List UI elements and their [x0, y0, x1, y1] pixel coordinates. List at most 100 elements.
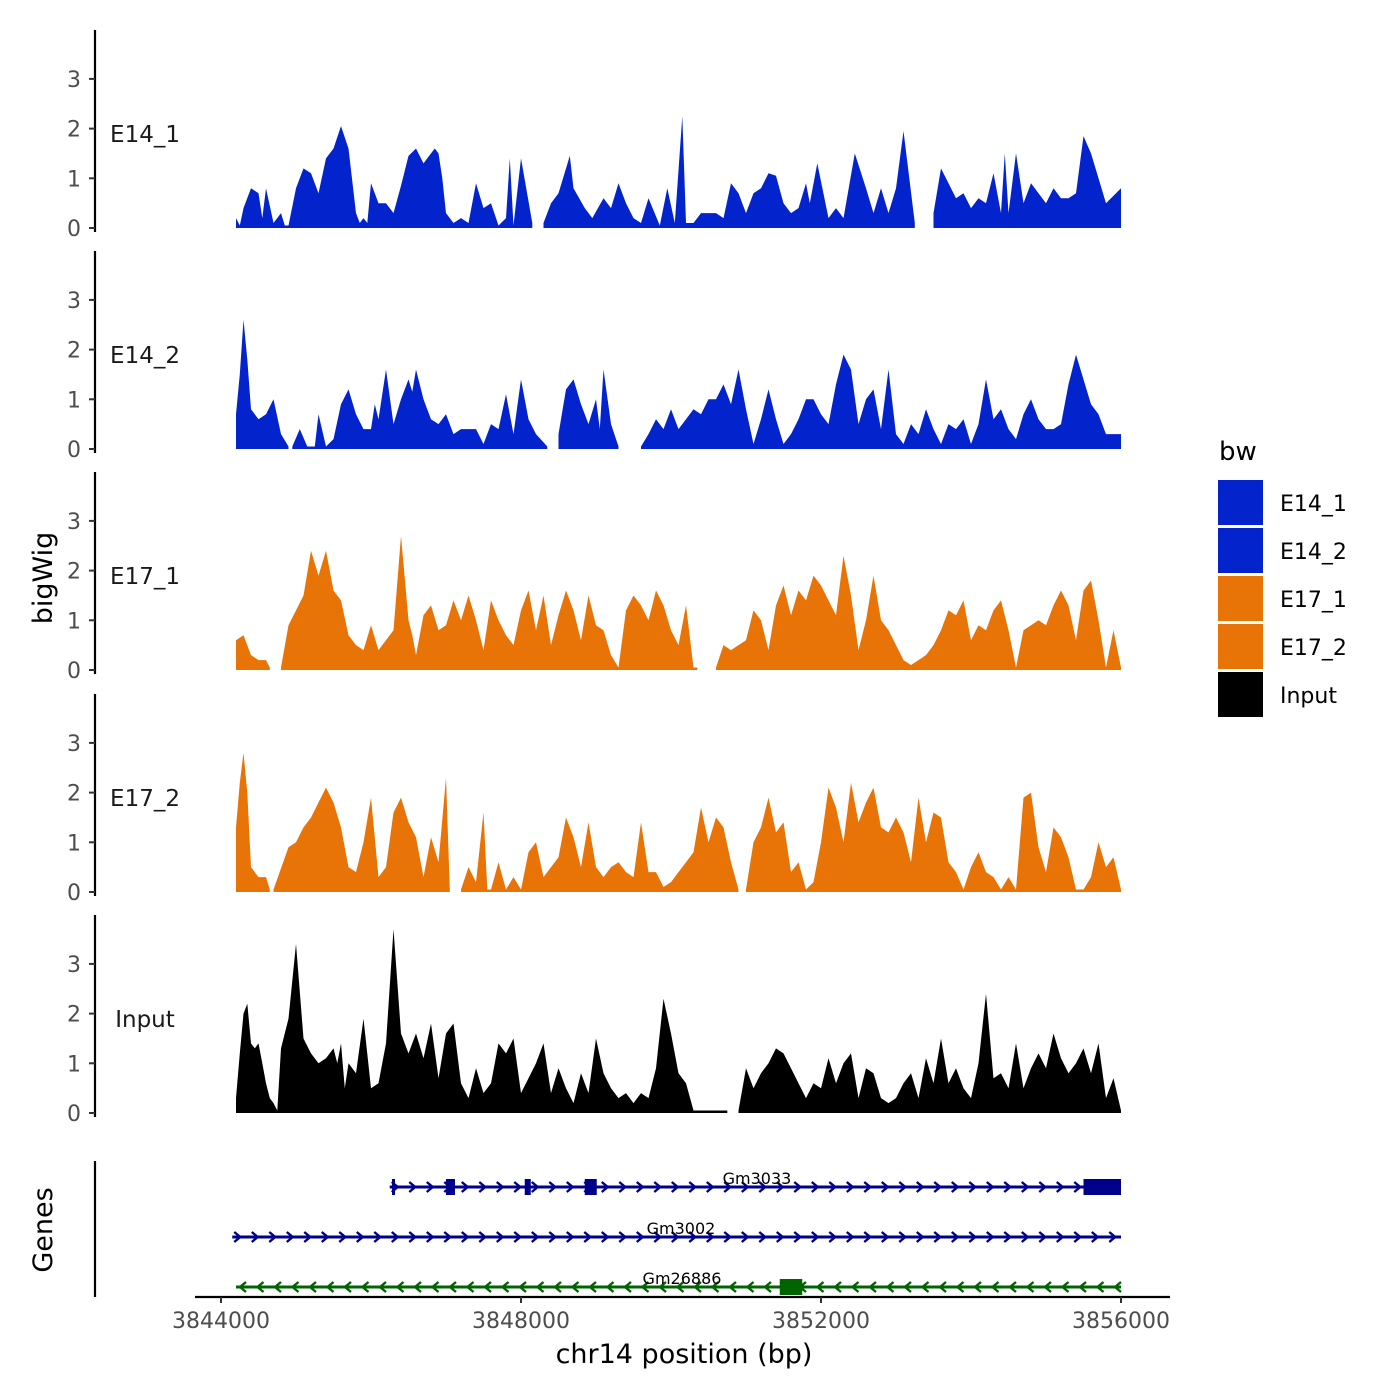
strand-arrow: [1025, 1281, 1035, 1293]
legend: bw E14_1 E14_2 E17_1 E17_2 Input: [1218, 437, 1347, 717]
x-tick-label: 3848000: [472, 1309, 570, 1334]
legend-item-E17_2: E17_2: [1218, 624, 1347, 669]
y-tick-label: 3: [67, 289, 81, 314]
y-tick-label: 3: [67, 68, 81, 93]
strand-arrow: [408, 1231, 418, 1243]
strand-arrow: [605, 1281, 615, 1293]
coverage-area-E17_2-0: [236, 752, 270, 892]
strand-arrow: [460, 1231, 470, 1243]
strand-arrow: [968, 1181, 978, 1193]
y-tick-label: 1: [67, 609, 81, 634]
strand-arrow: [758, 1181, 768, 1193]
strand-arrow: [968, 1231, 978, 1243]
strand-arrow: [1003, 1231, 1013, 1243]
legend-label: E14_1: [1280, 492, 1347, 517]
y-tick-label: 0: [67, 659, 81, 684]
strand-arrow: [588, 1281, 597, 1293]
coverage-area-E14_1-0: [236, 126, 533, 228]
strand-arrow: [1113, 1281, 1122, 1293]
strand-arrow: [688, 1231, 698, 1243]
y-tick-label: 0: [67, 217, 81, 242]
strand-arrow: [1073, 1181, 1083, 1193]
strand-arrow: [920, 1281, 930, 1293]
strand-arrow: [740, 1181, 750, 1193]
strand-arrow: [513, 1231, 523, 1243]
strand-arrow: [898, 1181, 908, 1193]
strand-arrow: [775, 1231, 785, 1243]
strand-arrow: [378, 1281, 387, 1293]
strand-arrow: [1055, 1231, 1065, 1243]
strand-arrow: [238, 1281, 247, 1293]
exon: [524, 1179, 531, 1195]
strand-arrow: [938, 1281, 947, 1293]
strand-arrow: [973, 1281, 982, 1293]
legend-swatch: [1218, 624, 1263, 669]
legend-swatch: [1218, 480, 1263, 525]
strand-arrow: [640, 1281, 650, 1293]
gene-Gm3033: Gm3033: [389, 1169, 1121, 1195]
strand-arrow: [815, 1281, 825, 1293]
y-tick-label: 2: [67, 339, 81, 364]
y-tick-label: 3: [67, 732, 81, 757]
exon: [1083, 1179, 1121, 1195]
track-E17_2: 0 1 2 3 E17_2: [67, 694, 1121, 906]
strand-arrow: [915, 1181, 925, 1193]
y-tick-label: 2: [67, 560, 81, 585]
strand-arrow: [1095, 1281, 1105, 1293]
strand-arrow: [343, 1281, 352, 1293]
strand-arrow: [1060, 1281, 1070, 1293]
strand-arrow: [535, 1281, 545, 1293]
strand-arrow: [1055, 1181, 1065, 1193]
strand-arrow: [950, 1181, 960, 1193]
strand-arrow: [338, 1231, 348, 1243]
strand-arrow: [723, 1181, 733, 1193]
coverage-area-E14_2-1: [292, 369, 548, 449]
coverage-area-E14_1-2: [933, 136, 1121, 228]
legend-label: E17_1: [1280, 588, 1347, 613]
strand-arrow: [250, 1231, 260, 1243]
x-tick-label: 3856000: [1072, 1309, 1170, 1334]
strand-arrow: [308, 1281, 317, 1293]
strand-arrow: [273, 1281, 282, 1293]
strand-arrow: [1108, 1231, 1118, 1243]
x-axis-title: chr14 position (bp): [556, 1339, 813, 1370]
coverage-area-E14_2-2: [558, 369, 619, 449]
strand-arrow: [390, 1231, 400, 1243]
strand-arrow: [933, 1231, 943, 1243]
gene-name-label: Gm3002: [647, 1219, 716, 1238]
y-tick-label: 3: [67, 953, 81, 978]
strand-arrow: [553, 1281, 562, 1293]
legend-label: Input: [1280, 684, 1337, 709]
strand-arrow: [600, 1181, 610, 1193]
strand-arrow: [863, 1231, 873, 1243]
track-label: E14_2: [110, 343, 180, 369]
strand-arrow: [548, 1231, 558, 1243]
strand-arrow: [845, 1231, 855, 1243]
y-tick-label: 0: [67, 438, 81, 463]
strand-arrow: [395, 1281, 405, 1293]
track-E14_2: 0 1 2 3 E14_2: [67, 251, 1121, 463]
track-label: E14_1: [110, 122, 180, 148]
gene-name-label: Gm26886: [643, 1269, 722, 1288]
strand-arrow: [728, 1281, 737, 1293]
strand-arrow: [1003, 1181, 1013, 1193]
strand-arrow: [233, 1231, 243, 1243]
exon: [392, 1179, 395, 1195]
strand-arrow: [635, 1231, 645, 1243]
strand-arrow: [1078, 1281, 1087, 1293]
strand-arrow: [600, 1231, 610, 1243]
strand-arrow: [1008, 1281, 1017, 1293]
coverage-area-E17_1-0: [236, 635, 270, 670]
legend-swatch: [1218, 528, 1263, 573]
strand-arrow: [255, 1281, 265, 1293]
legend-item-E17_1: E17_1: [1218, 576, 1347, 621]
strand-arrow: [880, 1231, 890, 1243]
strand-arrow: [530, 1231, 540, 1243]
strand-arrow: [828, 1231, 838, 1243]
coverage-area-E17_1-2: [716, 555, 1121, 670]
strand-arrow: [430, 1281, 440, 1293]
y-tick-label: 1: [67, 388, 81, 413]
exon: [446, 1179, 455, 1195]
strand-arrow: [623, 1281, 632, 1293]
